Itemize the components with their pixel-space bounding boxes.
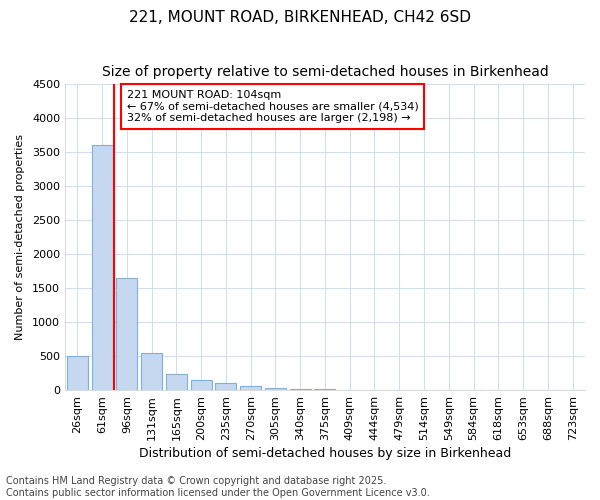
Bar bbox=[191, 380, 212, 390]
X-axis label: Distribution of semi-detached houses by size in Birkenhead: Distribution of semi-detached houses by … bbox=[139, 447, 511, 460]
Bar bbox=[92, 146, 113, 390]
Bar bbox=[215, 384, 236, 390]
Text: 221 MOUNT ROAD: 104sqm
← 67% of semi-detached houses are smaller (4,534)
32% of : 221 MOUNT ROAD: 104sqm ← 67% of semi-det… bbox=[127, 90, 419, 123]
Title: Size of property relative to semi-detached houses in Birkenhead: Size of property relative to semi-detach… bbox=[101, 65, 548, 79]
Text: 221, MOUNT ROAD, BIRKENHEAD, CH42 6SD: 221, MOUNT ROAD, BIRKENHEAD, CH42 6SD bbox=[129, 10, 471, 25]
Bar bbox=[166, 374, 187, 390]
Bar bbox=[265, 388, 286, 390]
Bar bbox=[141, 354, 162, 390]
Bar bbox=[290, 388, 311, 390]
Bar bbox=[67, 356, 88, 390]
Bar bbox=[240, 386, 261, 390]
Text: Contains HM Land Registry data © Crown copyright and database right 2025.
Contai: Contains HM Land Registry data © Crown c… bbox=[6, 476, 430, 498]
Bar bbox=[116, 278, 137, 390]
Y-axis label: Number of semi-detached properties: Number of semi-detached properties bbox=[15, 134, 25, 340]
